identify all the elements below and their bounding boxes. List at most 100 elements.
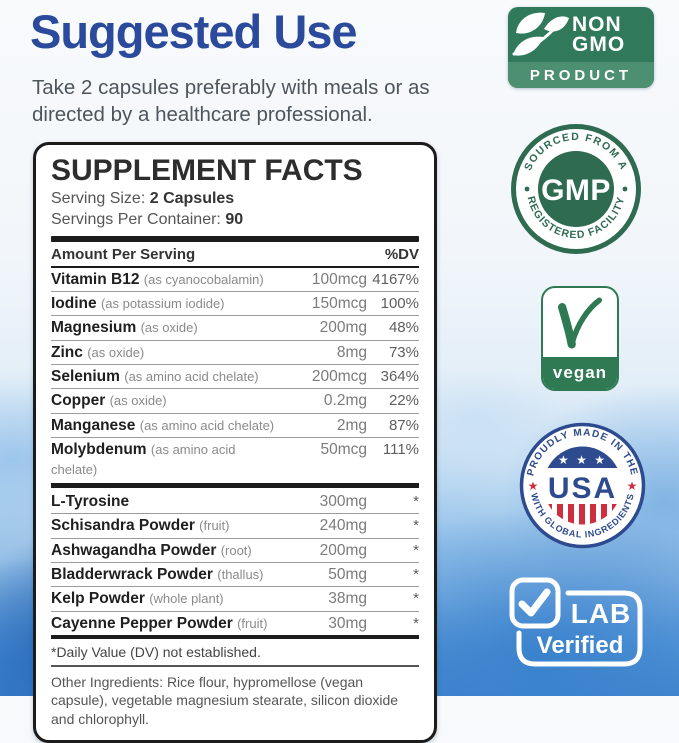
table-row: Bladderwrack Powder (thallus) 50mg * (51, 562, 419, 586)
table-row: Cayenne Pepper Powder (fruit) 30mg * (51, 610, 419, 635)
ingredient-form: (root) (220, 542, 252, 558)
supplement-facts-panel: SUPPLEMENT FACTS Serving Size: 2 Capsule… (33, 142, 437, 743)
servings-per-container-label: Servings Per Container: (51, 211, 226, 229)
ingredient-amount: 200mg (319, 541, 367, 559)
ingredient-dv: * (413, 517, 419, 535)
gmp-seal: SOURCED FROM A REGISTERED FACILITY GMP (509, 122, 643, 256)
ingredient-amount: 300mg (319, 492, 367, 510)
dv-note: *Daily Value (DV) not established. (51, 644, 261, 661)
ingredient-dv: * (413, 590, 419, 608)
dot-icon (622, 186, 628, 192)
ingredient-amount: 30mg (328, 614, 367, 632)
table-row: Copper (as oxide) 0.2mg 22% (51, 388, 419, 412)
ingredient-name: Bladderwrack Powder (51, 566, 213, 584)
ingredient-amount: 38mg (328, 590, 367, 608)
star-icon: ★ (528, 479, 539, 493)
ingredient-form: (as amino acid chelate) (51, 442, 236, 477)
table-row: Schisandra Powder (fruit) 240mg * (51, 513, 419, 537)
divider-thin (51, 265, 419, 268)
table-row: Selenium (as amino acid chelate) 200mcg 36… (51, 364, 419, 388)
table-row: Kelp Powder (whole plant) 38mg * (51, 586, 419, 610)
leaves-icon (512, 12, 569, 56)
ingredient-form: (as cyanocobalamin) (143, 271, 264, 287)
serving-size-label: Serving Size: (51, 189, 150, 207)
ingredient-name: Molybdenum (51, 441, 147, 459)
non-gmo-line2: GMO (572, 32, 626, 56)
check-icon (518, 588, 551, 617)
divider-thick (51, 235, 419, 242)
ingredient-amount: 200mg (319, 319, 367, 337)
ingredient-amount: 200mcg (311, 368, 367, 386)
table-row: Vitamin B12 (as cyanocobalamin) 100mcg 416… (51, 268, 419, 291)
ingredient-name: Manganese (51, 416, 136, 434)
ingredient-amount: 50mg (328, 566, 367, 584)
section-divider (51, 482, 419, 488)
table-row: Iodine (as potassium iodide) 150mcg 100% (51, 290, 419, 315)
ingredient-dv: 48% (388, 319, 419, 337)
lab-label: LAB (571, 598, 632, 629)
ingredient-name: Copper (51, 392, 106, 410)
ingredient-form: (as amino acid chelate) (139, 417, 275, 433)
ingredient-dv: * (413, 541, 419, 559)
table-row: Ashwagandha Powder (root) 200mg * (51, 537, 419, 562)
ingredient-dv: 73% (388, 343, 419, 361)
ingredient-name: Vitamin B12 (51, 270, 140, 288)
ingredient-amount: 50mcg (320, 441, 367, 459)
ingredient-form: (as oxide) (109, 393, 167, 409)
ingredient-dv: 22% (388, 392, 419, 410)
vegan-check-icon (557, 297, 603, 348)
ingredient-dv: 100% (380, 294, 419, 312)
servings-per-container-value: 90 (225, 211, 244, 229)
ingredient-name: Cayenne Pepper Powder (51, 614, 233, 632)
ingredient-form: (whole plant) (149, 591, 224, 607)
ingredient-amount: 0.2mg (323, 392, 367, 410)
note-divider (51, 665, 419, 667)
lab-verified-badge: LAB Verified (508, 576, 650, 676)
other-ingredients: Other Ingredients: Rice flour, hypromell… (51, 673, 399, 727)
ingredient-name: Kelp Powder (51, 590, 145, 608)
ingredient-form: (as oxide) (140, 320, 198, 336)
table-header: Amount Per Serving %DV (51, 242, 419, 266)
ingredient-form: (as oxide) (87, 344, 145, 360)
vegan-badge: vegan (541, 286, 619, 391)
ingredient-amount: 240mg (319, 517, 367, 535)
ingredient-amount: 150mcg (311, 294, 367, 312)
ingredient-name: L-Tyrosine (51, 492, 130, 510)
ingredient-form: (as amino acid chelate) (124, 369, 259, 385)
suggested-use-description: Take 2 capsules preferably with meals or… (32, 76, 430, 127)
ingredient-dv: 364% (380, 368, 419, 386)
ingredient-dv: * (413, 614, 419, 632)
ingredient-form: (thallus) (217, 567, 264, 583)
footer-divider (51, 635, 419, 640)
amount-per-serving-header: Amount Per Serving (51, 245, 196, 263)
table-row: Molybdenum (as amino acid chelate) 50mcg 1… (51, 437, 419, 481)
star-icon: ★ (627, 479, 638, 493)
stars-row-icon: ★ ★ ★ (558, 453, 607, 467)
ingredient-dv: * (413, 566, 419, 584)
non-gmo-badge: NON GMO PRODUCT (508, 7, 654, 88)
ingredient-dv: 4167% (372, 270, 419, 288)
ingredient-form: (fruit) (237, 615, 268, 631)
ingredient-amount: 8mg (336, 343, 367, 361)
non-gmo-product-strip: PRODUCT (508, 62, 654, 88)
ingredient-amount: 100mcg (311, 270, 367, 288)
table-row: Manganese (as amino acid chelate) 2mg 87% (51, 412, 419, 437)
ingredient-name: Schisandra Powder (51, 517, 195, 535)
botanicals-section: L-Tyrosine 300mg * Schisandra Powder (fru… (51, 490, 419, 635)
table-row: Zinc (as oxide) 8mg 73% (51, 339, 419, 364)
ingredient-dv: 111% (382, 441, 419, 459)
ingredient-dv: * (413, 492, 419, 510)
ingredient-form: (fruit) (199, 518, 230, 534)
ingredient-dv: 87% (388, 416, 419, 434)
serving-size: Serving Size: 2 Capsules (51, 189, 419, 209)
dv-header: %DV (384, 245, 419, 263)
ingredient-name: Selenium (51, 368, 120, 386)
ingredient-name: Ashwagandha Powder (51, 541, 217, 559)
check-square-icon (509, 577, 561, 629)
ingredient-name: Zinc (51, 343, 83, 361)
non-gmo-line1: NON (572, 12, 622, 36)
gmp-center-label: GMP (541, 174, 611, 207)
dot-icon (524, 186, 530, 192)
page-title: Suggested Use (30, 5, 358, 58)
usa-seal: PROUDLY MADE IN THE WITH GLOBAL INGREDIE… (518, 421, 647, 550)
